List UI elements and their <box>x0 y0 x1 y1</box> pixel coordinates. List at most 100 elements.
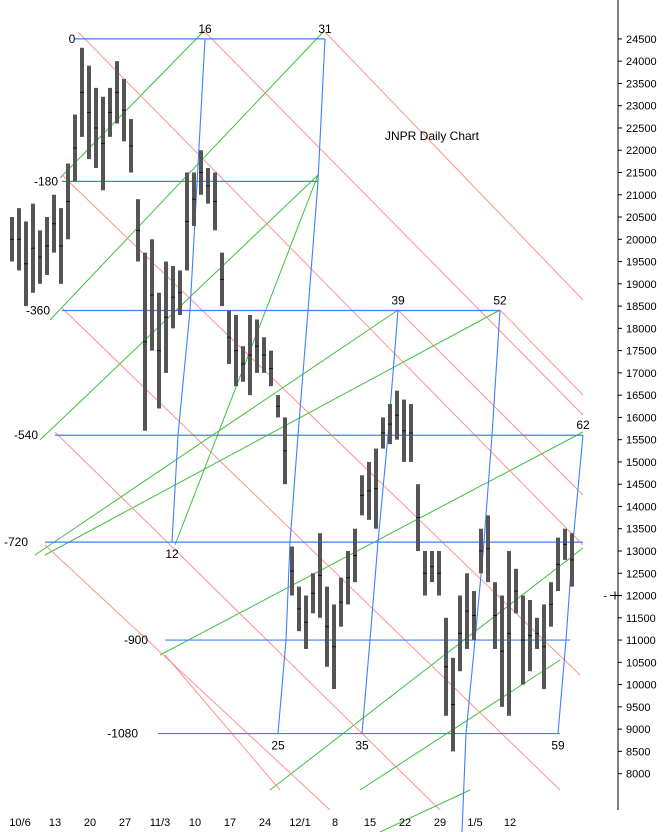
x-tick-label: 29 <box>434 817 446 829</box>
x-tick-label: 1/5 <box>467 817 482 829</box>
chart-title: JNPR Daily Chart <box>385 129 480 143</box>
y-tick-label: 9000 <box>626 724 650 736</box>
gann-ascending-diagonal <box>44 309 501 556</box>
y-tick-label: 16500 <box>626 390 657 402</box>
date-axis: 10/6 13 20 27 11/3 10 17 24 12/1 8 15 22 29 1/5 12 <box>9 817 516 829</box>
gann-diagonals <box>34 29 584 832</box>
gann-time-label: 12 <box>165 547 179 561</box>
gann-time-label: 16 <box>198 22 212 36</box>
price-axis: 8000 8500 9000 9500 10000 10500 11000 11500 1200… <box>618 34 657 781</box>
gann-time-line <box>361 640 371 734</box>
gann-ascending-diagonal <box>379 789 471 832</box>
y-tick-label: 21500 <box>626 167 657 179</box>
gann-time-line <box>307 181 319 311</box>
gann-descending-diagonal <box>77 31 584 546</box>
y-tick-label: 11000 <box>626 635 656 647</box>
gann-level-label: -180 <box>34 174 58 188</box>
y-tick-label: 11500 <box>626 613 656 625</box>
gann-ascending-diagonal <box>59 29 206 179</box>
gann-time-label: 39 <box>391 294 405 308</box>
x-tick-label: 12/1 <box>289 817 310 829</box>
y-tick-label: 15000 <box>626 457 657 469</box>
x-tick-label: 17 <box>224 817 236 829</box>
price-bars <box>10 47 574 752</box>
y-tick-label: 12000 <box>626 591 657 603</box>
y-tick-label: 18500 <box>626 301 657 313</box>
gann-time-line <box>491 310 501 436</box>
x-tick-label: 15 <box>364 817 376 829</box>
y-tick-label: 20500 <box>626 212 657 224</box>
y-tick-label: 13500 <box>626 524 657 536</box>
gann-level-label: -1080 <box>107 727 138 741</box>
gann-level-label: -900 <box>124 633 148 647</box>
gann-time-label: 31 <box>318 22 332 36</box>
y-tick-label: 10500 <box>626 657 657 669</box>
last-price-arrow-icon: - <box>603 591 607 603</box>
y-tick-label: 19000 <box>626 279 657 291</box>
gann-descending-diagonal <box>204 31 584 416</box>
gann-time-line <box>277 640 287 734</box>
y-tick-label: 21000 <box>626 190 657 202</box>
y-tick-label: 20000 <box>626 234 657 246</box>
y-tick-label: 22000 <box>626 145 657 157</box>
gann-time-lines <box>171 38 584 832</box>
y-tick-label: 17500 <box>626 346 657 358</box>
y-tick-label: 24500 <box>626 34 657 46</box>
y-tick-label: 24000 <box>626 56 657 68</box>
x-tick-label: 10/6 <box>9 817 30 829</box>
y-tick-label: 22500 <box>626 123 657 135</box>
gann-ascending-diagonal <box>34 309 399 556</box>
gann-price-levels <box>45 38 583 735</box>
gann-level-label: -360 <box>26 304 50 318</box>
gann-level-label: 0 <box>69 32 76 46</box>
y-tick-label: 8500 <box>626 746 650 758</box>
gann-time-line <box>369 542 379 641</box>
gann-time-line <box>317 38 326 182</box>
gann-time-line <box>377 435 389 543</box>
gann-ascending-diagonal <box>269 547 584 791</box>
last-price-marker: - <box>603 591 620 603</box>
x-tick-label: 22 <box>399 817 411 829</box>
y-tick-label: 15500 <box>626 435 657 447</box>
y-tick-label: 13000 <box>626 546 657 558</box>
last-price-tick-icon <box>610 591 620 600</box>
y-tick-label: 16000 <box>626 412 657 424</box>
y-tick-label: 19500 <box>626 257 657 269</box>
gann-time-line <box>285 542 291 641</box>
gann-descending-diagonal <box>164 654 281 791</box>
gann-time-label: 25 <box>271 739 285 753</box>
x-tick-label: 20 <box>84 817 96 829</box>
gann-ascending-diagonal <box>174 174 319 546</box>
x-tick-label: 10 <box>189 817 201 829</box>
gann-level-label: -540 <box>14 428 38 442</box>
x-tick-label: 24 <box>259 817 271 829</box>
y-tick-label: 23500 <box>626 78 657 90</box>
gann-descending-diagonal <box>499 309 584 396</box>
gann-ascending-diagonal <box>359 659 561 791</box>
gann-time-label: 62 <box>576 418 590 432</box>
x-tick-label: 8 <box>332 817 338 829</box>
gann-time-line <box>171 435 179 543</box>
gann-labels: 0 -180 -360 -540 -720 -900 -1080 16 31 39 52 62 12 25… <box>4 22 590 753</box>
gann-time-line <box>297 310 309 436</box>
gann-time-label: 59 <box>551 739 565 753</box>
gann-descending-diagonal <box>397 309 584 496</box>
y-tick-label: 10000 <box>626 680 657 692</box>
gann-time-line <box>189 38 206 311</box>
y-tick-label: 14500 <box>626 479 657 491</box>
gann-time-label: 35 <box>355 739 369 753</box>
x-tick-label: 27 <box>119 817 131 829</box>
y-tick-label: 23000 <box>626 101 657 113</box>
x-tick-label: 13 <box>49 817 61 829</box>
y-tick-label: 17000 <box>626 368 657 380</box>
gann-time-line <box>557 640 567 734</box>
gann-time-line <box>483 435 493 543</box>
gann-descending-diagonal <box>324 31 584 301</box>
gann-ascending-diagonal <box>159 431 584 656</box>
x-tick-label: 12 <box>504 817 516 829</box>
gann-time-line <box>461 733 467 832</box>
gann-descending-diagonal <box>44 544 331 811</box>
gann-time-line <box>289 435 299 543</box>
gann-time-label: 52 <box>493 294 507 308</box>
